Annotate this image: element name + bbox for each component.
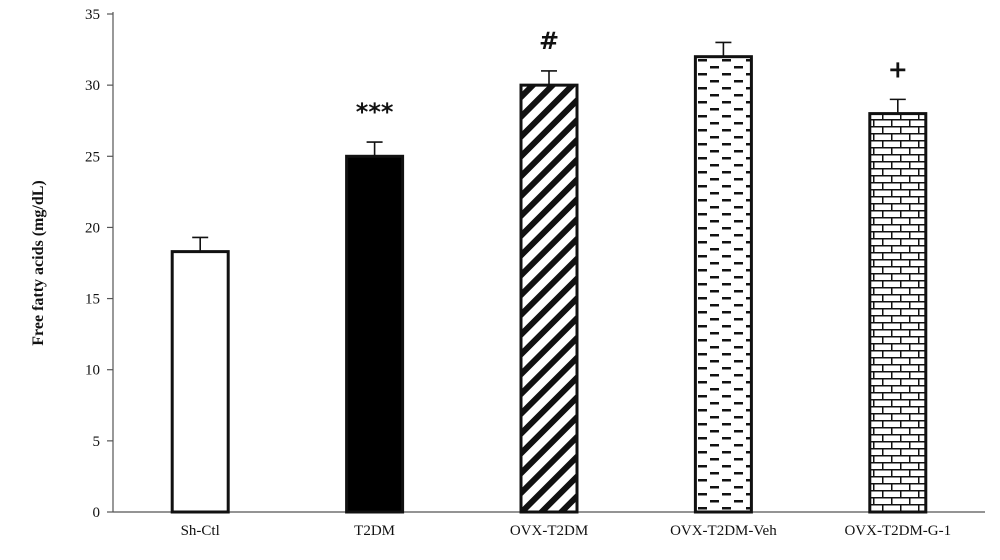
bar-ovx-t2dm-veh — [693, 55, 753, 514]
bar-t2dm — [345, 154, 405, 514]
x-tick-label: OVX-T2DM-Veh — [670, 523, 777, 539]
y-tick-label: 25 — [85, 149, 100, 165]
y-tick-label: 10 — [85, 363, 100, 379]
significance-label: + — [888, 55, 908, 83]
y-tick-label: 35 — [85, 7, 100, 23]
y-tick-label: 5 — [93, 434, 101, 450]
significance-label: # — [539, 27, 559, 55]
y-tick-label: 0 — [93, 505, 101, 521]
y-axis-title: Free fatty acids (mg/dL) — [30, 180, 47, 345]
bar-sh-ctl — [170, 250, 230, 514]
bar-ovx-t2dm — [519, 83, 579, 514]
x-tick-label: OVX-T2DM — [510, 523, 588, 539]
y-tick-label: 30 — [85, 78, 100, 94]
bar-ovx-t2dm-g-1 — [868, 112, 928, 514]
y-tick-label: 20 — [85, 220, 100, 236]
x-tick-label: Sh-Ctl — [181, 523, 220, 539]
x-tick-label: T2DM — [354, 523, 395, 539]
y-tick-label: 15 — [85, 292, 100, 308]
significance-label: *** — [356, 98, 394, 126]
x-tick-label: OVX-T2DM-G-1 — [844, 523, 951, 539]
